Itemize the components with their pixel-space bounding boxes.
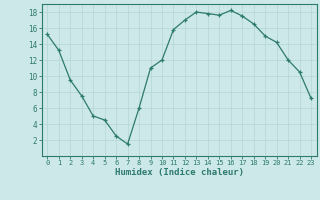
X-axis label: Humidex (Indice chaleur): Humidex (Indice chaleur) [115,168,244,177]
